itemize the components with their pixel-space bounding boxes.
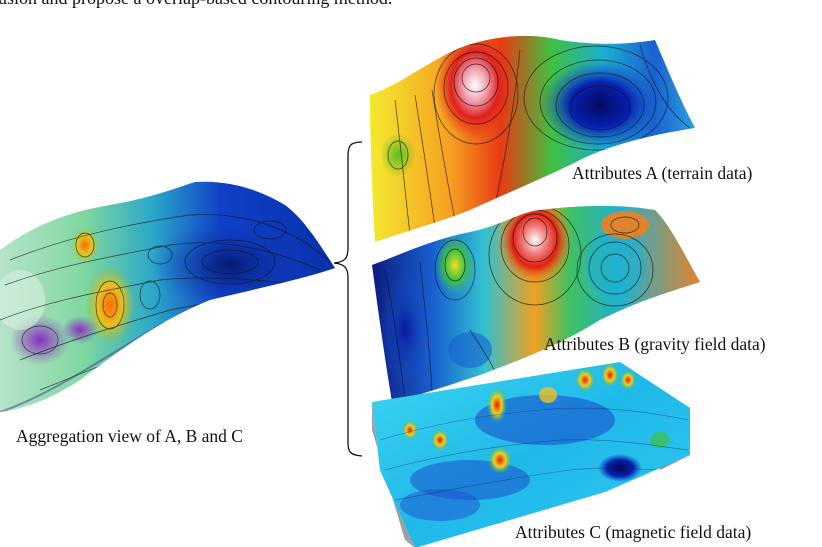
aggregation-surface <box>0 181 335 412</box>
caption-fragment: usion and propose a overlap-based contou… <box>0 0 392 9</box>
attributes-c-label: Attributes C (magnetic field data) <box>515 522 752 542</box>
attributes-b-label: Attributes B (gravity field data) <box>544 334 766 354</box>
aggregation-label: Aggregation view of A, B and C <box>16 426 243 446</box>
curly-brace-icon <box>333 141 363 457</box>
attributes-a-label: Attributes A (terrain data) <box>572 163 753 183</box>
